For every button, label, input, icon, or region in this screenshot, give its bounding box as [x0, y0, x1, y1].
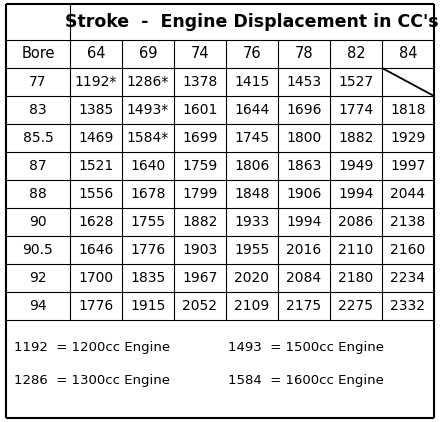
Text: 1453: 1453	[286, 75, 322, 89]
Text: 1776: 1776	[130, 243, 165, 257]
Text: 1818: 1818	[390, 103, 426, 117]
Text: 1699: 1699	[182, 131, 218, 145]
Text: 1192  = 1200cc Engine: 1192 = 1200cc Engine	[14, 341, 170, 354]
Text: 69: 69	[139, 46, 157, 62]
Text: 2084: 2084	[286, 271, 322, 285]
Text: Bore: Bore	[21, 46, 55, 62]
Text: 1556: 1556	[78, 187, 114, 201]
Text: 1933: 1933	[235, 215, 270, 229]
Text: 94: 94	[29, 299, 47, 313]
Text: 90.5: 90.5	[22, 243, 53, 257]
Text: 1755: 1755	[130, 215, 165, 229]
Text: 1493  = 1500cc Engine: 1493 = 1500cc Engine	[228, 341, 384, 354]
Text: 1774: 1774	[338, 103, 374, 117]
Text: 1806: 1806	[234, 159, 270, 173]
Text: 1949: 1949	[338, 159, 374, 173]
Text: 1745: 1745	[235, 131, 270, 145]
Text: 1955: 1955	[235, 243, 270, 257]
Text: 1882: 1882	[182, 215, 218, 229]
Text: 77: 77	[29, 75, 47, 89]
Text: 1286*: 1286*	[127, 75, 169, 89]
Text: 1192*: 1192*	[75, 75, 117, 89]
Text: 85.5: 85.5	[22, 131, 53, 145]
Text: 1759: 1759	[182, 159, 217, 173]
Text: 1385: 1385	[78, 103, 114, 117]
Text: 2086: 2086	[338, 215, 374, 229]
Text: Stroke  -  Engine Displacement in CC's: Stroke - Engine Displacement in CC's	[65, 13, 439, 31]
Text: 2016: 2016	[286, 243, 322, 257]
Text: 1601: 1601	[182, 103, 218, 117]
Text: 1776: 1776	[78, 299, 114, 313]
Text: 74: 74	[191, 46, 209, 62]
Text: 2110: 2110	[338, 243, 374, 257]
Text: 1929: 1929	[390, 131, 425, 145]
Text: 84: 84	[399, 46, 417, 62]
Text: 1584  = 1600cc Engine: 1584 = 1600cc Engine	[228, 374, 384, 387]
Text: 1848: 1848	[234, 187, 270, 201]
Text: 1584*: 1584*	[127, 131, 169, 145]
Text: 1469: 1469	[78, 131, 114, 145]
Text: 1863: 1863	[286, 159, 322, 173]
Text: 1882: 1882	[338, 131, 374, 145]
Text: 2052: 2052	[183, 299, 217, 313]
Text: 78: 78	[295, 46, 313, 62]
Text: 1903: 1903	[182, 243, 217, 257]
Text: 1994: 1994	[338, 187, 374, 201]
Text: 1799: 1799	[182, 187, 218, 201]
Text: 1640: 1640	[130, 159, 165, 173]
Text: 2138: 2138	[390, 215, 425, 229]
Text: 1378: 1378	[182, 75, 217, 89]
Text: 1906: 1906	[286, 187, 322, 201]
Text: 1696: 1696	[286, 103, 322, 117]
Text: 82: 82	[347, 46, 365, 62]
Text: 2275: 2275	[338, 299, 374, 313]
Text: 83: 83	[29, 103, 47, 117]
Text: 2109: 2109	[235, 299, 270, 313]
Text: 90: 90	[29, 215, 47, 229]
Text: 1678: 1678	[130, 187, 165, 201]
Text: 1646: 1646	[78, 243, 114, 257]
Text: 1415: 1415	[235, 75, 270, 89]
Text: 1967: 1967	[182, 271, 218, 285]
Text: 88: 88	[29, 187, 47, 201]
Text: 92: 92	[29, 271, 47, 285]
Text: 1800: 1800	[286, 131, 322, 145]
Text: 1915: 1915	[130, 299, 165, 313]
Text: 1994: 1994	[286, 215, 322, 229]
Text: 64: 64	[87, 46, 105, 62]
Text: 1521: 1521	[78, 159, 114, 173]
Text: 1644: 1644	[235, 103, 270, 117]
Text: 1493*: 1493*	[127, 103, 169, 117]
Text: 2332: 2332	[390, 299, 425, 313]
Text: 2234: 2234	[390, 271, 425, 285]
Text: 2160: 2160	[390, 243, 425, 257]
Text: 76: 76	[242, 46, 261, 62]
Text: 1700: 1700	[78, 271, 114, 285]
Text: 1527: 1527	[338, 75, 374, 89]
Text: 2175: 2175	[286, 299, 322, 313]
Text: 87: 87	[29, 159, 47, 173]
Text: 1835: 1835	[130, 271, 165, 285]
Text: 1628: 1628	[78, 215, 114, 229]
Text: 1997: 1997	[390, 159, 425, 173]
Text: 2020: 2020	[235, 271, 269, 285]
Text: 2180: 2180	[338, 271, 374, 285]
Text: 2044: 2044	[390, 187, 425, 201]
Text: 1286  = 1300cc Engine: 1286 = 1300cc Engine	[14, 374, 170, 387]
